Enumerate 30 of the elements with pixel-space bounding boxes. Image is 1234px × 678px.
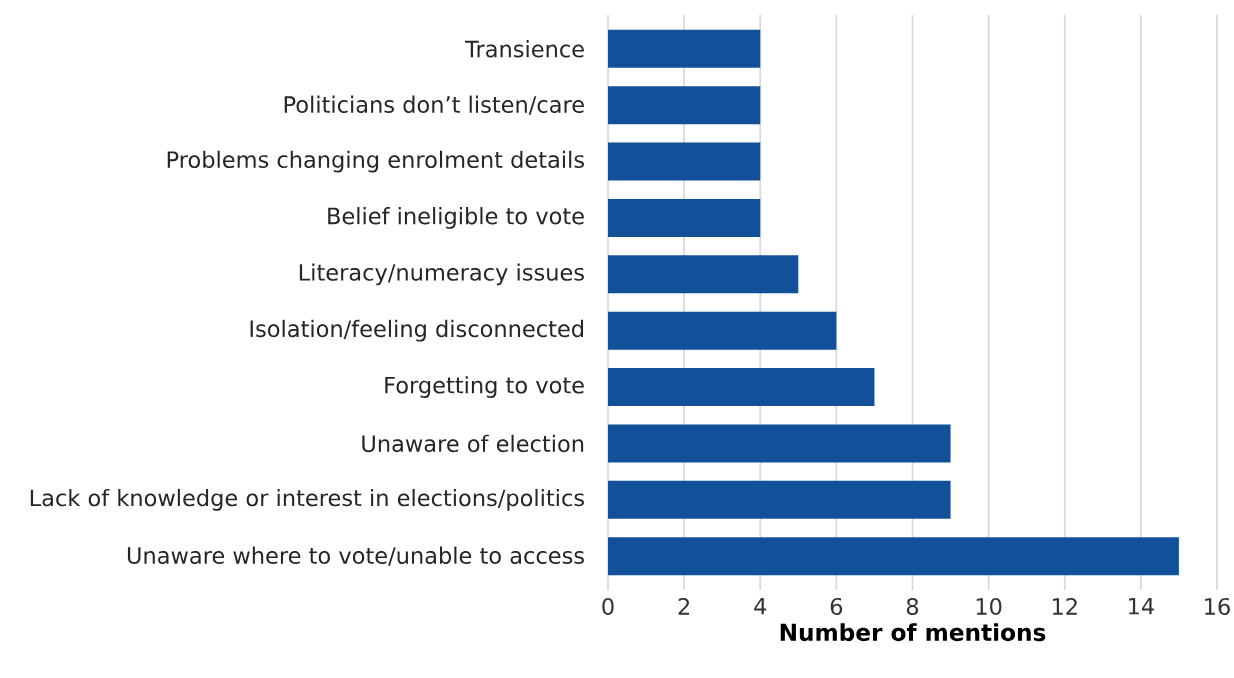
bar [608, 424, 951, 463]
y-tick-label: Unaware of election [362, 434, 584, 453]
y-tick-label: Literacy/numeracy issues [299, 263, 584, 286]
x-tick-label: 12 [1052, 597, 1077, 615]
bar [608, 537, 1179, 576]
bar [608, 198, 761, 237]
y-tick-label: Belief ineligible to vote [328, 207, 584, 229]
bar [608, 86, 761, 125]
bar [608, 255, 799, 294]
x-tick-label: 8 [906, 597, 919, 615]
y-tick-label: Lack of knowledge or interest in elections/politics [30, 488, 584, 511]
bar [608, 480, 951, 519]
bar [608, 311, 837, 350]
x-tick-label: 6 [830, 597, 843, 615]
y-tick-label: Transience [464, 40, 584, 58]
bar [608, 142, 761, 181]
y-tick-label: Politicians don’t listen/care [284, 95, 584, 115]
x-axis-title: Number of mentions [780, 623, 1046, 642]
x-tick-label: 16 [1205, 597, 1230, 615]
y-tick-label: Problems changing enrolment details [167, 150, 584, 173]
x-tick-label: 14 [1129, 597, 1154, 615]
y-tick-label: Unaware where to vote/unable to access [127, 546, 584, 566]
y-tick-label: Forgetting to vote [385, 376, 584, 398]
y-tick-label: Isolation/feeling disconnected [250, 319, 584, 342]
x-tick-label: 0 [602, 597, 614, 615]
x-tick-label: 4 [754, 597, 767, 615]
bar [608, 29, 761, 68]
bar [608, 368, 875, 407]
x-tick-label: 2 [678, 597, 690, 615]
x-tick-label: 10 [976, 597, 1002, 615]
